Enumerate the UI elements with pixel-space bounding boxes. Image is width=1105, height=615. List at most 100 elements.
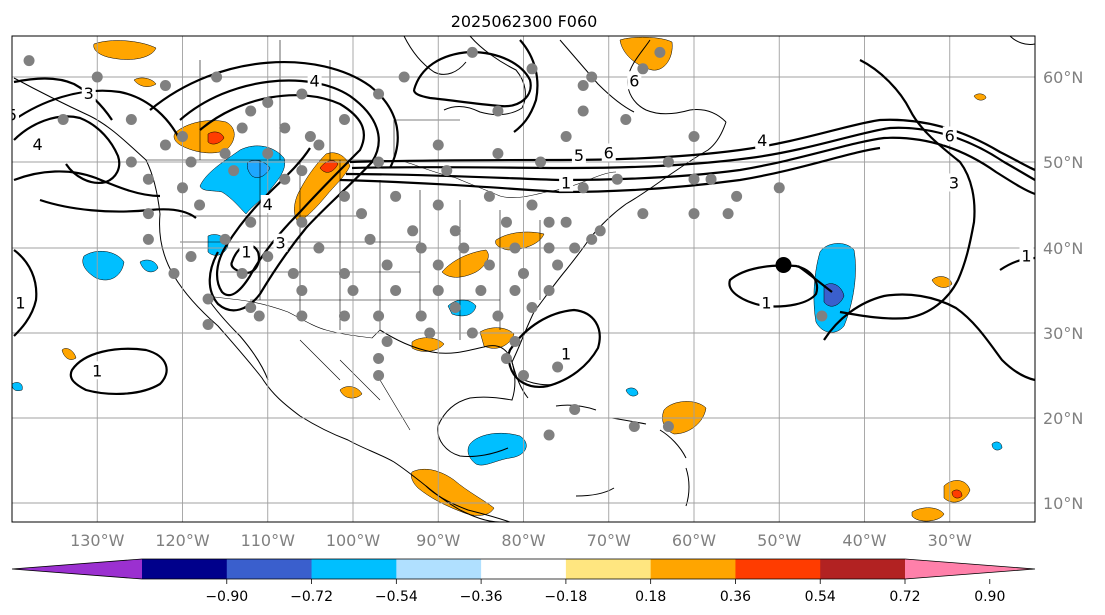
border-mexico-states — [299, 339, 411, 431]
station-dot — [262, 148, 274, 159]
contour-label-bg — [239, 242, 254, 261]
station-dot — [296, 216, 308, 228]
station-dot — [560, 216, 572, 228]
coast-canada-east — [627, 39, 727, 123]
colorbar-tick-label: 0.36 — [720, 589, 751, 605]
shade-positive-ne — [619, 37, 673, 71]
station-dot — [611, 173, 623, 185]
contour-label-bg — [601, 143, 616, 162]
contour-west-sub — [13, 249, 38, 337]
station-dot — [620, 114, 632, 125]
colorbar-tick-label: 0.54 — [805, 589, 836, 605]
station-dot — [338, 190, 350, 202]
station-dot — [142, 173, 154, 185]
station-dot — [279, 122, 291, 134]
station-dot — [287, 268, 299, 279]
contour-west-3 — [13, 77, 113, 121]
station-dot — [338, 268, 350, 279]
contour-label-bg — [260, 195, 275, 213]
contour-label-bg — [273, 233, 288, 252]
station-dot — [577, 182, 589, 194]
lat-tick-label: 10°N — [1043, 494, 1083, 513]
map-title: 2025062300 F060 — [451, 12, 598, 31]
station-dot — [816, 310, 828, 322]
station-dot — [492, 310, 504, 322]
station-dot — [662, 421, 674, 432]
station-dot — [142, 208, 154, 220]
station-dot — [509, 336, 521, 347]
contour-west-outer — [13, 89, 181, 141]
coast-greenland-sw — [1009, 36, 1035, 45]
contour-label: 5 — [574, 146, 584, 165]
contour-label: 3 — [949, 174, 959, 193]
lon-tick-label: 110°W — [241, 531, 296, 550]
contour-label: 6 — [629, 71, 639, 90]
station-dot — [466, 46, 478, 58]
station-dot — [338, 310, 350, 322]
contour-label: 4 — [757, 131, 767, 150]
station-dot — [577, 105, 589, 117]
colorbar-segment — [820, 559, 906, 579]
station-dot — [688, 131, 700, 142]
shade-negative-pac2 — [139, 259, 159, 273]
contour-label: 3 — [84, 84, 94, 103]
colorbar-segment — [650, 559, 736, 579]
contour-label: 1 — [241, 242, 251, 261]
station-dot — [543, 216, 555, 228]
station-dot — [594, 225, 606, 237]
shade-negative-small5 — [12, 382, 23, 391]
contour-label-bg — [90, 361, 105, 380]
station-dot — [773, 182, 785, 194]
contour-label: 4 — [263, 195, 273, 214]
colorbar-segment — [226, 559, 313, 579]
coast-arctic-islands — [403, 36, 467, 75]
contour-atlantic-3 — [839, 59, 976, 320]
station-dot — [364, 233, 376, 245]
shade-positive-rockies-core — [319, 160, 339, 173]
coast-pacific-north-america — [13, 77, 501, 522]
station-dot — [245, 302, 257, 313]
contour-label-bg — [81, 84, 96, 102]
station-dot — [142, 233, 154, 245]
lat-tick-label: 40°N — [1043, 239, 1083, 258]
station-dot — [159, 80, 171, 91]
contour-label-bg — [759, 293, 774, 312]
station-dot — [253, 310, 265, 322]
station-dot — [458, 242, 470, 254]
shade-negative-small2 — [991, 441, 1003, 451]
coast-florida — [511, 361, 529, 399]
shade-positive-small4 — [61, 348, 77, 360]
contour-label-bg — [947, 173, 962, 192]
shade-positive-mexico — [411, 469, 495, 516]
station-dot — [398, 71, 410, 83]
colorbar-tick-label: 0.90 — [974, 589, 1005, 605]
border-layer — [146, 40, 617, 431]
colorbar-tick-label: −0.54 — [375, 589, 418, 605]
station-dot — [518, 370, 529, 381]
contour-jet-4 — [339, 146, 881, 194]
station-dot — [373, 353, 385, 364]
station-dot — [432, 259, 444, 271]
station-dot — [526, 199, 538, 211]
station-dot — [662, 156, 674, 168]
contour-label-bg — [1019, 246, 1034, 265]
station-dot — [296, 310, 308, 322]
contour-layer — [13, 39, 1035, 396]
station-dot — [688, 208, 700, 220]
station-dot — [296, 165, 308, 177]
contour-label-bg — [942, 126, 957, 145]
shade-positive-north-edge — [93, 40, 157, 60]
coast-labrador — [559, 39, 635, 113]
shade-positive-nw-core — [207, 131, 225, 145]
station-dot — [168, 268, 180, 279]
contour-hudson-6 — [412, 50, 532, 108]
station-dot — [449, 225, 461, 237]
station-dot — [543, 242, 555, 254]
station-dot — [500, 353, 512, 364]
station-dot — [424, 327, 436, 339]
shade-positive-gulf1 — [411, 337, 445, 352]
station-dot — [373, 370, 385, 381]
shade-positive-east1 — [931, 276, 953, 288]
station-dot — [492, 148, 504, 159]
station-dot — [296, 285, 308, 296]
